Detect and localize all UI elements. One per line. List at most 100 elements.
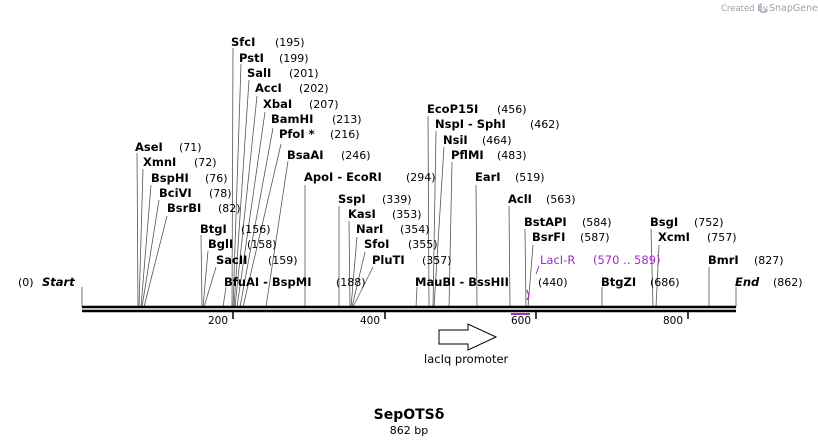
site-acli[interactable]: AclI (563) <box>508 192 576 206</box>
site-sfoi[interactable]: SfoI (355) <box>364 237 438 251</box>
feature-name: lacIq promoter <box>424 352 509 366</box>
site-position: (464) <box>482 134 512 147</box>
site-bstapi[interactable]: BstAPI (584) <box>524 215 612 229</box>
site-nspi-sphi[interactable]: NspI - SphI (462) <box>435 117 560 131</box>
sequence-backbone <box>82 305 736 319</box>
site-name: KasI <box>348 207 376 221</box>
site-position: (587) <box>580 231 610 244</box>
site-ecop15i[interactable]: EcoP15I (456) <box>427 102 527 116</box>
site-name: PflMI <box>451 148 484 162</box>
tick-label: 800 <box>663 315 683 327</box>
site-name: SfoI <box>364 237 389 251</box>
primer-laci-r[interactable]: LacI-R (570 .. 589) <box>511 253 661 315</box>
primer-range: (570 .. 589) <box>593 253 661 267</box>
site-sacii[interactable]: SacII (159) <box>216 253 298 267</box>
end-label: End <box>735 275 760 289</box>
site-position: (71) <box>179 141 202 154</box>
site-btgi[interactable]: BtgI (156) <box>200 222 271 236</box>
site-position: (199) <box>279 52 309 65</box>
site-name: BsgI <box>650 215 678 229</box>
site-name: PfoI * <box>279 127 315 141</box>
site-apoi-ecori[interactable]: ApoI - EcoRI (294) <box>304 170 436 184</box>
site-position: (354) <box>400 223 430 236</box>
feature-arrow-icon <box>438 323 498 351</box>
site-name: NarI <box>356 222 383 236</box>
site-name: BfuAI - BspMI <box>224 275 311 289</box>
site-name: BsaAI <box>287 148 324 162</box>
site-bmri[interactable]: BmrI (827) <box>708 253 784 267</box>
site-pfoi[interactable]: PfoI * (216) <box>279 127 360 141</box>
site-position: (357) <box>422 254 452 267</box>
site-nsii[interactable]: NsiI (464) <box>443 133 512 147</box>
site-position: (188) <box>336 276 366 289</box>
site-position: (78) <box>209 187 232 200</box>
site-position: (757) <box>707 231 737 244</box>
site-nari[interactable]: NarI (354) <box>356 222 430 236</box>
site-position: (483) <box>497 149 527 162</box>
site-sfci[interactable]: SfcI (195) <box>231 35 305 49</box>
site-position: (159) <box>268 254 298 267</box>
site-position: (563) <box>546 193 576 206</box>
site-name: XcmI <box>658 230 690 244</box>
site-bgli[interactable]: BglI (158) <box>208 237 277 251</box>
site-bcivi[interactable]: BciVI (78) <box>159 186 232 200</box>
site-position: (72) <box>194 156 217 169</box>
tick-label: 200 <box>208 315 228 327</box>
site-psti[interactable]: PstI (199) <box>239 51 309 65</box>
site-acci[interactable]: AccI (202) <box>255 81 329 95</box>
site-position: (456) <box>497 103 527 116</box>
site-btgzi[interactable]: BtgZI (686) <box>601 275 680 289</box>
map-length: 862 bp <box>390 424 428 437</box>
feature-lacIq-promoter[interactable]: lacIq promoter <box>424 323 509 366</box>
site-position: (202) <box>299 82 329 95</box>
snapgene-logo-icon <box>759 3 768 13</box>
site-name: AccI <box>255 81 282 95</box>
site-bsrfi[interactable]: BsrFI (587) <box>532 230 610 244</box>
site-position: (355) <box>408 238 438 251</box>
site-name: EcoP15I <box>427 102 478 116</box>
site-eari[interactable]: EarI (519) <box>475 170 545 184</box>
start-marker: (0) Start <box>18 275 75 289</box>
site-name: BmrI <box>708 253 739 267</box>
site-position: (216) <box>330 128 360 141</box>
site-position: (519) <box>515 171 545 184</box>
site-xbai[interactable]: XbaI (207) <box>263 97 339 111</box>
site-name: XmnI <box>143 155 176 169</box>
site-position: (246) <box>341 149 371 162</box>
credit-text: Created by <box>721 4 768 14</box>
site-maubi-bsshii[interactable]: MauBI - BssHII (440) <box>415 275 568 289</box>
site-name: NspI - SphI <box>435 117 506 131</box>
site-bfuai-bspmi[interactable]: BfuAI - BspMI (188) <box>224 275 366 289</box>
site-pflmi[interactable]: PflMI (483) <box>451 148 527 162</box>
site-sspi[interactable]: SspI (339) <box>338 192 412 206</box>
site-xcmi[interactable]: XcmI (757) <box>658 230 737 244</box>
site-bsgi[interactable]: BsgI (752) <box>650 215 724 229</box>
site-sali[interactable]: SalI (201) <box>247 66 319 80</box>
site-name: PluTI <box>372 253 405 267</box>
site-name: BciVI <box>159 186 192 200</box>
site-bsrbi[interactable]: BsrBI (82) <box>167 201 241 215</box>
site-position: (584) <box>582 216 612 229</box>
site-bamhi[interactable]: BamHI (213) <box>271 112 362 126</box>
site-bsphi[interactable]: BspHI (76) <box>151 171 228 185</box>
site-position: (82) <box>218 202 241 215</box>
site-kasi[interactable]: KasI (353) <box>348 207 422 221</box>
site-position: (156) <box>241 223 271 236</box>
end-marker: End (862) <box>735 275 803 289</box>
site-bsaai[interactable]: BsaAI (246) <box>287 148 371 162</box>
site-position: (686) <box>650 276 680 289</box>
site-name: SfcI <box>231 35 255 49</box>
site-name: SspI <box>338 192 366 206</box>
site-name: ApoI - EcoRI <box>304 170 382 184</box>
site-position: (213) <box>332 113 362 126</box>
site-name: SacII <box>216 253 247 267</box>
site-position: (294) <box>406 171 436 184</box>
site-name: BspHI <box>151 171 189 185</box>
site-asei[interactable]: AseI (71) <box>135 140 202 154</box>
end-position: (862) <box>773 276 803 289</box>
site-name: BamHI <box>271 112 313 126</box>
site-xmni[interactable]: XmnI (72) <box>143 155 217 169</box>
site-pluti[interactable]: PluTI (357) <box>372 253 452 267</box>
site-name: AseI <box>135 140 163 154</box>
